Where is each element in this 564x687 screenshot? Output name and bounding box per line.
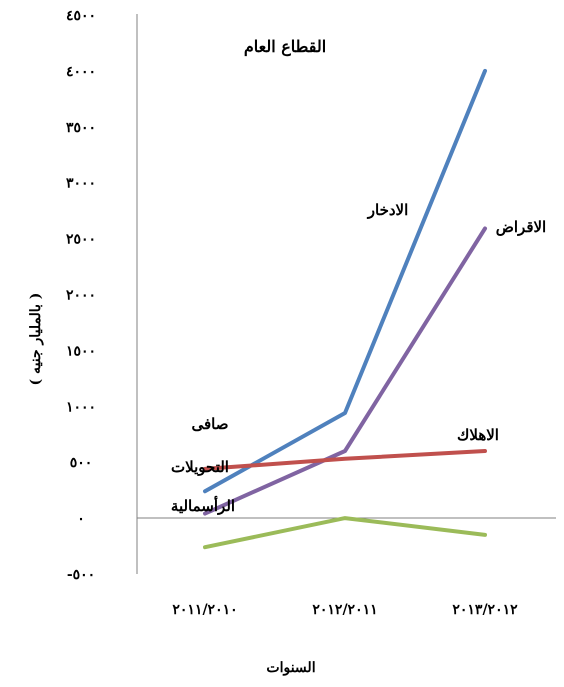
annotation-depreciation: الاهلاك (457, 426, 499, 444)
y-tick-label: -٥٠٠ (67, 567, 95, 583)
series-line-3 (203, 449, 487, 471)
y-tick-label: ٤٥٠٠ (66, 8, 96, 24)
y-axis-title: ( بالمليار جنيه ) (28, 293, 44, 386)
y-tick-label: ٠ (77, 511, 85, 527)
y-tick-label: ٢٠٠٠ (66, 288, 96, 304)
annotation-savings: الادخار (367, 201, 409, 219)
annotation-net-transfers-2: التحويلات (171, 458, 229, 476)
series-lines (203, 68, 487, 550)
y-tick-label: ٢٥٠٠ (66, 232, 96, 248)
x-tick-label: ٢٠١٣/٢٠١٢ (452, 602, 518, 618)
y-tick-label: ٣٠٠٠ (66, 176, 96, 192)
annotation-net-transfers-3: الرأسمالية (171, 495, 235, 515)
y-tick-label: ٥٠٠ (70, 455, 93, 471)
series-line-1 (203, 68, 487, 494)
x-tick-label: ٢٠١١/٢٠١٠ (172, 602, 237, 618)
y-tick-label: ١٠٠٠ (66, 399, 96, 415)
x-axis-title: السنوات (266, 660, 315, 676)
y-tick-label: ٤٠٠٠ (66, 64, 96, 80)
x-tick-label: ٢٠١٢/٢٠١١ (312, 602, 377, 618)
y-tick-label: ١٥٠٠ (66, 343, 96, 359)
series-line-4 (203, 516, 487, 550)
chart-title: القطاع العام (244, 37, 326, 57)
y-tick-label: ٣٥٠٠ (66, 120, 96, 136)
annotation-net-transfers-1: صافى (192, 415, 229, 433)
x-axis-ticks: ٢٠١١/٢٠١٠ ٢٠١٢/٢٠١١ ٢٠١٣/٢٠١٢ (172, 602, 518, 618)
annotation-lending: الاقراض (496, 218, 546, 236)
series-line-2 (203, 226, 487, 516)
y-axis-ticks: ٤٥٠٠ ٤٠٠٠ ٣٥٠٠ ٣٠٠٠ ٢٥٠٠ ٢٠٠٠ ١٥٠٠ ١٠٠٠ ٥٠٠ ٠ -٥٠٠ (66, 8, 96, 583)
